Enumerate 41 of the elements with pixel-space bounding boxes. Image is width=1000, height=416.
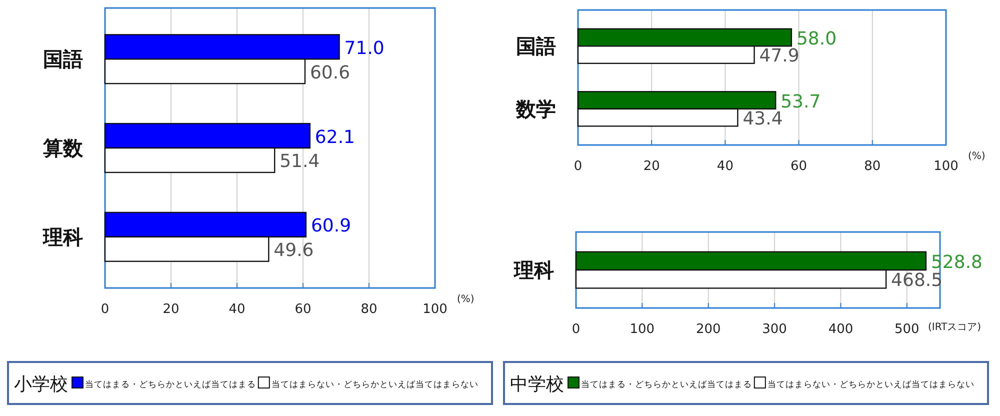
x-tick-label: 0	[100, 302, 110, 317]
data-label: 62.1	[314, 126, 356, 148]
y-tick-label: 国語	[43, 47, 83, 72]
y-tick-label: 数学	[515, 96, 556, 121]
data-label: 53.7	[780, 91, 821, 112]
y-tick-label: 国語	[516, 34, 556, 58]
data-label: 60.6	[310, 62, 350, 84]
x-tick-label: 100	[630, 322, 655, 337]
x-tick-label: 200	[696, 322, 721, 337]
x-tick-label: 40	[716, 159, 734, 174]
x-tick-label: 20	[643, 159, 660, 174]
x-tick-label: 300	[762, 322, 787, 337]
x-tick-label: 20	[162, 302, 180, 317]
x-tick-label: 60	[294, 302, 312, 317]
legend-label: 当てはまらない・どちらかといえば当てはまらない	[271, 379, 478, 390]
y-tick-label: 理科	[42, 224, 83, 249]
x-axis-title: (IRTスコア)	[928, 322, 982, 333]
x-tick-label: 40	[228, 302, 246, 317]
data-label: 43.4	[742, 108, 783, 130]
legend-label: 当てはまる・どちらかといえば当てはまる	[581, 379, 752, 390]
x-axis-title: (%)	[968, 151, 986, 162]
data-label: 49.6	[274, 240, 314, 262]
legend-title: 小学校	[14, 374, 68, 395]
x-tick-label: 80	[864, 159, 881, 174]
data-label: 60.9	[310, 216, 352, 237]
x-tick-label: 100	[422, 302, 448, 317]
legend-label: 当てはまらない・どちらかといえば当てはまらない	[767, 379, 974, 390]
y-tick-label: 理科	[513, 258, 554, 282]
x-tick-label: 100	[934, 159, 958, 174]
x-tick-label: 0	[574, 159, 582, 174]
data-label: 71.0	[344, 38, 384, 59]
legend-title: 中学校	[510, 374, 564, 395]
x-tick-label: 0	[572, 322, 580, 337]
legend-label: 当てはまる・どちらかといえば当てはまる	[85, 379, 256, 390]
x-axis-title: (%)	[457, 294, 474, 305]
data-label: 51.4	[280, 151, 320, 172]
x-tick-label: 60	[790, 159, 808, 174]
x-tick-label: 400	[828, 322, 854, 337]
x-tick-label: 500	[894, 322, 920, 337]
y-tick-label: 算数	[42, 136, 84, 160]
x-tick-label: 80	[360, 302, 378, 317]
